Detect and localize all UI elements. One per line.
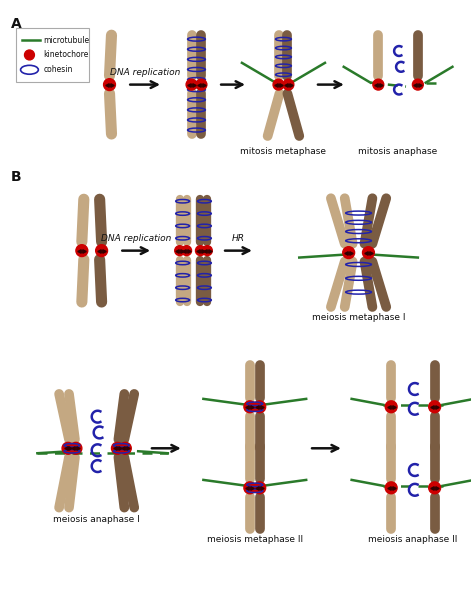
Text: HR: HR <box>232 233 245 243</box>
Circle shape <box>363 247 374 258</box>
Circle shape <box>186 79 197 90</box>
Circle shape <box>343 247 355 258</box>
Circle shape <box>175 246 184 255</box>
Circle shape <box>76 244 88 257</box>
Circle shape <box>385 482 397 494</box>
Circle shape <box>104 78 116 91</box>
Circle shape <box>373 79 384 90</box>
Text: mitosis metaphase: mitosis metaphase <box>240 147 327 156</box>
Text: DNA replication: DNA replication <box>101 233 172 243</box>
Text: meiosis metaphase I: meiosis metaphase I <box>312 313 405 322</box>
Circle shape <box>195 246 205 255</box>
Circle shape <box>428 482 441 494</box>
Circle shape <box>385 401 397 413</box>
Circle shape <box>202 246 212 255</box>
Text: meiosis anaphase II: meiosis anaphase II <box>368 535 457 544</box>
Circle shape <box>119 443 131 454</box>
Circle shape <box>70 443 82 454</box>
Text: meiosis metaphase II: meiosis metaphase II <box>207 535 303 544</box>
Circle shape <box>428 401 441 413</box>
Text: kinetochore: kinetochore <box>43 50 89 60</box>
Text: microtubule: microtubule <box>43 36 90 44</box>
Circle shape <box>244 401 256 413</box>
Text: B: B <box>11 170 21 184</box>
Circle shape <box>254 401 265 413</box>
Circle shape <box>196 79 207 90</box>
Circle shape <box>62 443 74 454</box>
Circle shape <box>25 50 35 60</box>
Text: cohesin: cohesin <box>43 65 73 74</box>
Circle shape <box>244 482 256 494</box>
Circle shape <box>254 482 265 494</box>
Text: DNA replication: DNA replication <box>110 67 180 77</box>
FancyBboxPatch shape <box>16 28 89 81</box>
Circle shape <box>96 244 108 257</box>
Text: meiosis anaphase I: meiosis anaphase I <box>53 516 140 525</box>
Text: mitosis anaphase: mitosis anaphase <box>358 147 438 156</box>
Circle shape <box>273 79 284 90</box>
Circle shape <box>111 443 123 454</box>
Circle shape <box>182 246 191 255</box>
Text: A: A <box>11 18 21 32</box>
Circle shape <box>283 79 294 90</box>
Circle shape <box>412 79 423 90</box>
